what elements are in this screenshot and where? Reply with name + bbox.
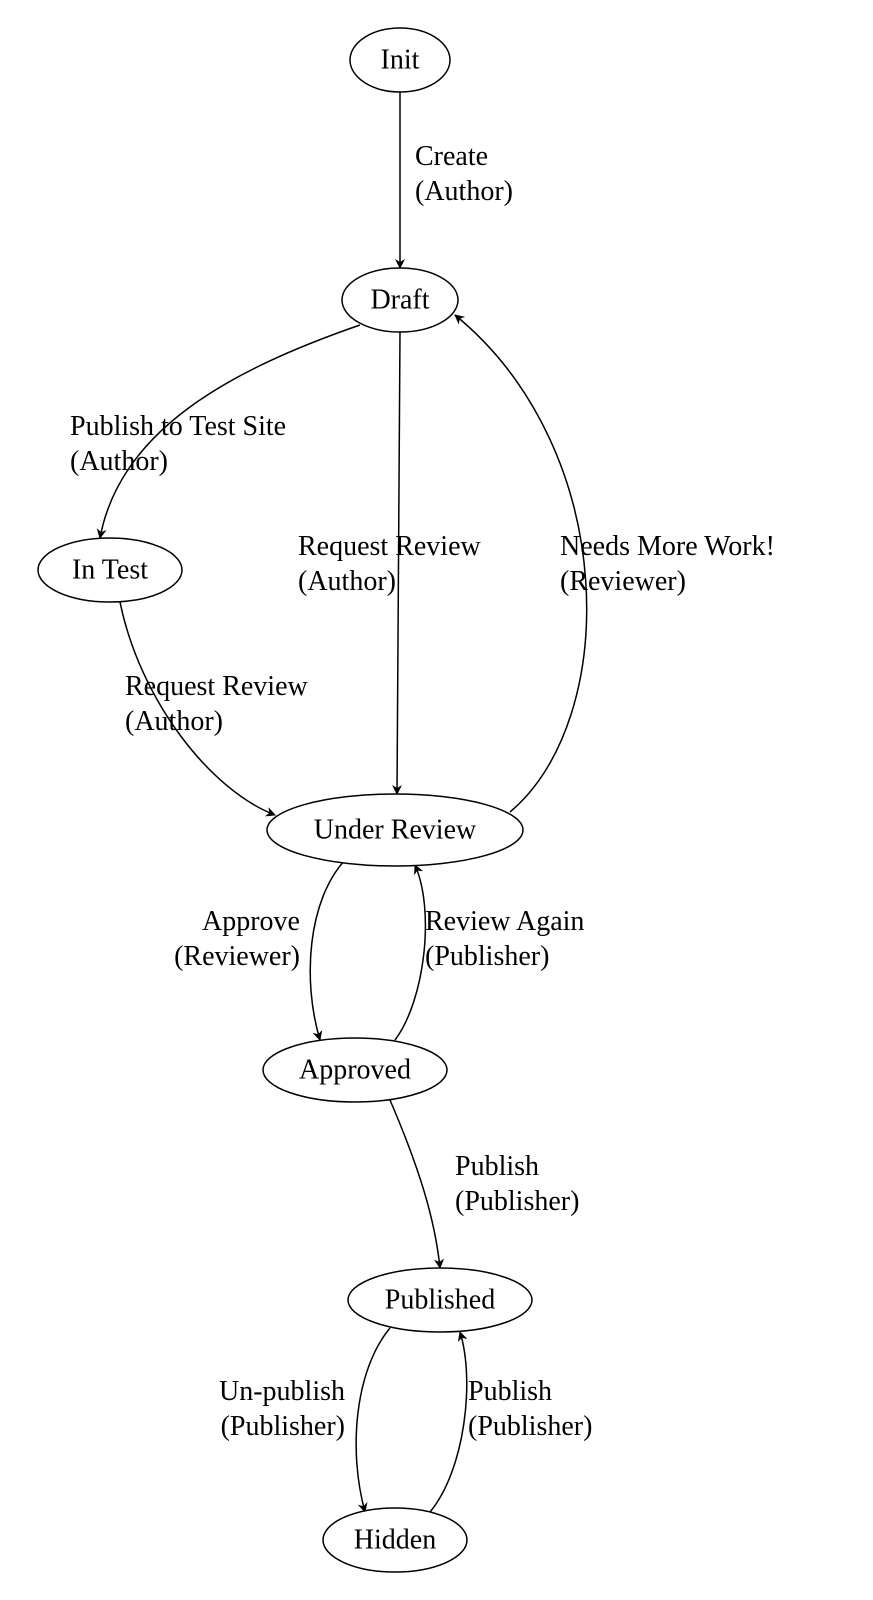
node-draft: Draft — [342, 268, 458, 332]
edge-labels-layer: Create (Author) Publish to Test Site (Autho… — [70, 141, 775, 1442]
node-label: Draft — [370, 284, 429, 315]
edge-approved-to-underreview — [395, 865, 425, 1040]
edge-role-label: (Publisher) — [455, 1186, 579, 1217]
edge-underreview-to-approved — [310, 860, 345, 1040]
edge-action-label: Publish — [468, 1376, 552, 1407]
edge-hidden-to-published — [430, 1332, 467, 1512]
edge-path — [430, 1332, 467, 1512]
nodes-layer: Init Draft In Test Under Review Approved Publ… — [38, 28, 532, 1572]
node-label: Published — [385, 1284, 495, 1315]
edge-role-label: (Reviewer) — [174, 941, 300, 972]
edge-approved-to-published — [390, 1100, 440, 1268]
edge-published-to-hidden — [356, 1328, 390, 1512]
node-init: Init — [350, 28, 450, 92]
edge-path — [356, 1328, 390, 1512]
node-label: Under Review — [314, 814, 477, 845]
node-underreview: Under Review — [267, 794, 523, 866]
edge-role-label: (Publisher) — [468, 1411, 592, 1442]
edge-role-label: (Reviewer) — [560, 566, 686, 597]
node-label: Init — [381, 44, 420, 75]
node-intest: In Test — [38, 538, 182, 602]
edge-role-label: (Author) — [125, 706, 223, 737]
node-approved: Approved — [263, 1038, 447, 1102]
edge-path — [395, 865, 425, 1040]
edge-action-label: Request Review — [298, 531, 482, 562]
edge-action-label: Review Again — [425, 906, 584, 937]
edge-draft-to-underreview — [397, 332, 400, 794]
edge-role-label: (Publisher) — [221, 1411, 345, 1442]
edge-action-label: Needs More Work! — [560, 531, 775, 562]
node-label: In Test — [72, 554, 148, 585]
edge-role-label: (Publisher) — [425, 941, 549, 972]
node-hidden: Hidden — [323, 1508, 467, 1572]
edge-path — [390, 1100, 440, 1268]
state-diagram: Init Draft In Test Under Review Approved Publ… — [0, 0, 873, 1600]
edge-role-label: (Author) — [298, 566, 396, 597]
node-label: Hidden — [354, 1524, 436, 1555]
edge-action-label: Publish — [455, 1151, 539, 1182]
edge-path — [455, 315, 587, 812]
edge-action-label: Publish to Test Site — [70, 411, 286, 442]
edge-path — [397, 332, 400, 794]
edge-action-label: Un-publish — [219, 1376, 345, 1407]
edge-action-label: Create — [415, 141, 488, 172]
edge-action-label: Request Review — [125, 671, 309, 702]
edge-role-label: (Author) — [415, 176, 513, 207]
edge-role-label: (Author) — [70, 446, 168, 477]
node-published: Published — [348, 1268, 532, 1332]
edge-path — [310, 860, 345, 1040]
node-label: Approved — [299, 1054, 411, 1085]
edge-underreview-to-draft — [455, 315, 587, 812]
edge-action-label: Approve — [202, 906, 300, 937]
